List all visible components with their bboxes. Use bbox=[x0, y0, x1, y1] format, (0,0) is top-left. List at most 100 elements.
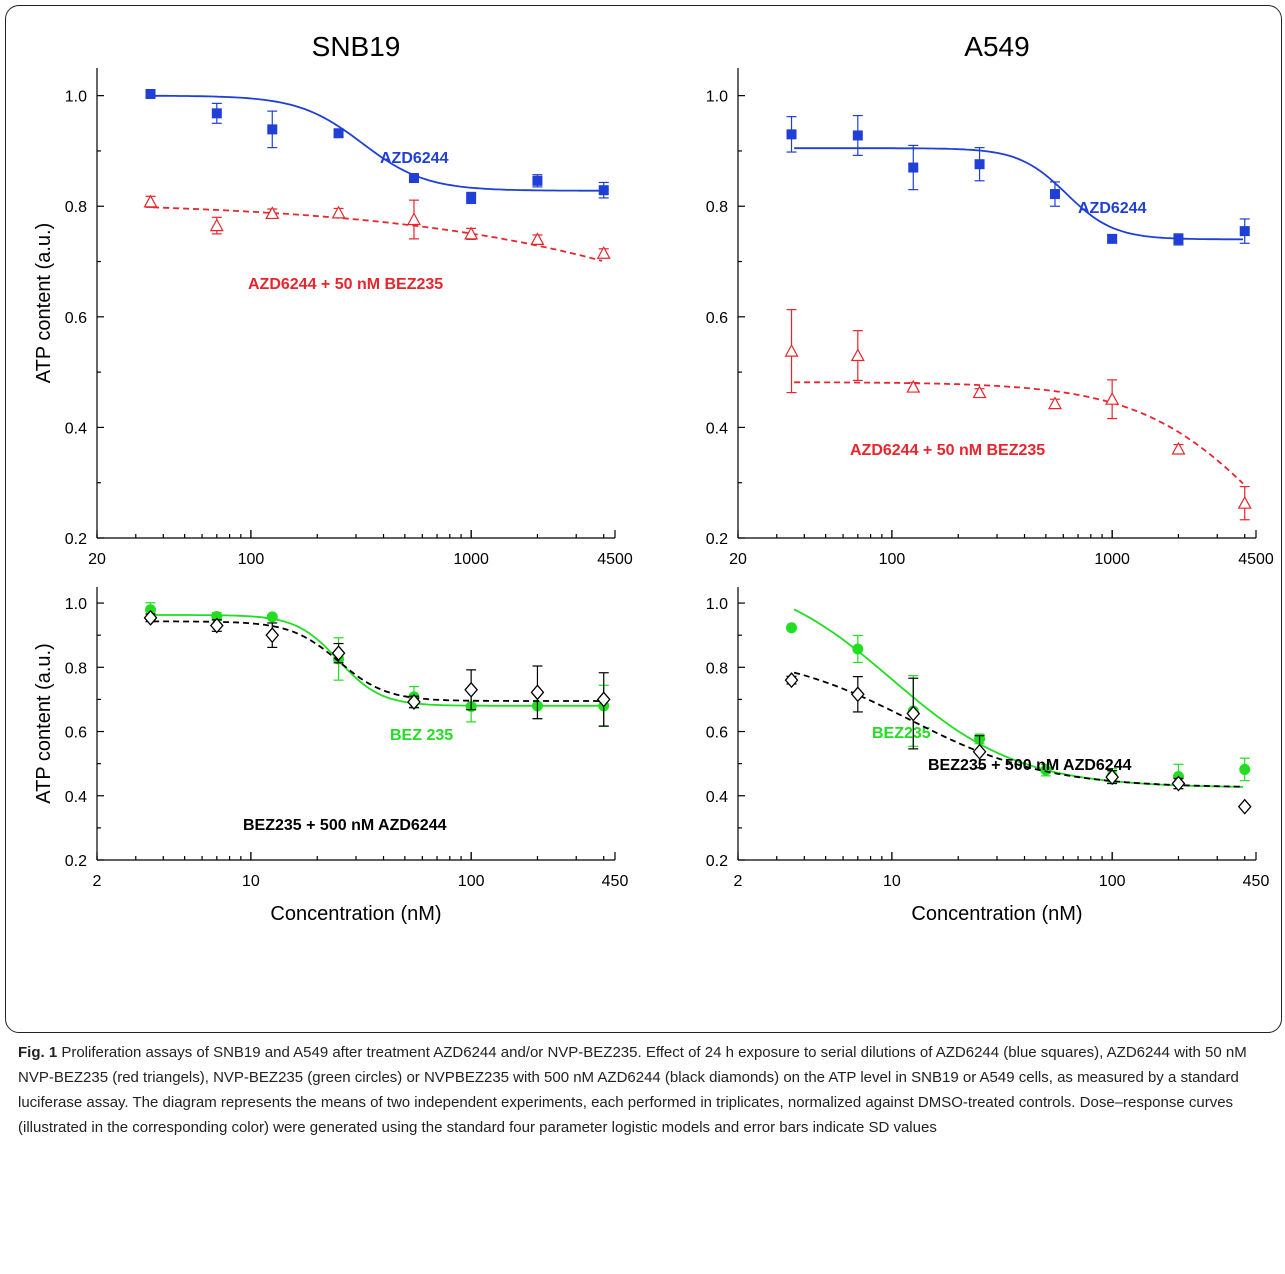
x-tick-label: 20 bbox=[88, 551, 106, 568]
y-tick-label: 0.4 bbox=[706, 789, 728, 806]
data-point bbox=[1173, 234, 1184, 245]
data-point bbox=[464, 226, 479, 240]
fit-curve bbox=[794, 147, 1244, 241]
data-point bbox=[143, 194, 158, 208]
x-tick-label: 1000 bbox=[1094, 551, 1130, 568]
y-tick-label: 0.4 bbox=[706, 420, 728, 437]
x-tick-label: 4500 bbox=[597, 551, 633, 568]
data-point bbox=[464, 681, 479, 698]
data-point bbox=[852, 130, 863, 141]
data-point bbox=[850, 686, 865, 703]
y-axis-title: ATP content (a.u.) bbox=[33, 223, 55, 383]
data-point bbox=[145, 604, 157, 616]
data-point bbox=[598, 185, 609, 196]
data-point bbox=[784, 672, 799, 689]
y-tick-label: 0.4 bbox=[65, 789, 87, 806]
y-tick-label: 0.6 bbox=[65, 310, 87, 327]
y-tick-label: 0.2 bbox=[706, 853, 728, 870]
data-point bbox=[1239, 763, 1251, 775]
figure-caption: Fig. 1 Proliferation assays of SNB19 and… bbox=[18, 1040, 1268, 1140]
series-label: AZD6244 + 50 nM BEZ235 bbox=[248, 276, 443, 293]
data-point bbox=[406, 212, 421, 226]
chart-panel-3: 0.2 0.4 0.6 0.8 1.0 2 10 100 450 ATP content (a.u… bbox=[33, 587, 628, 925]
fit-curve bbox=[153, 94, 602, 192]
data-point bbox=[1237, 495, 1252, 509]
data-point bbox=[972, 743, 987, 760]
y-tick-label: 1.0 bbox=[65, 89, 87, 106]
figure-canvas: SNB19 0.2 0.4 0.6 0.8 1.0 20 100 1000 4500 ATP con… bbox=[33, 31, 1274, 925]
data-point bbox=[331, 645, 346, 662]
y-tick-label: 0.6 bbox=[706, 310, 728, 327]
data-point bbox=[1237, 798, 1252, 815]
y-tick-label: 0.4 bbox=[65, 420, 87, 437]
fit-curve bbox=[794, 381, 1244, 485]
data-point bbox=[530, 232, 545, 246]
data-point bbox=[265, 627, 280, 644]
y-tick-label: 0.8 bbox=[65, 660, 87, 677]
y-tick-label: 0.8 bbox=[706, 660, 728, 677]
chart-panel-2: A549 0.2 0.4 0.6 0.8 1.0 20 100 1000 4500 AZD6244 A… bbox=[706, 31, 1274, 568]
y-tick-label: 1.0 bbox=[65, 596, 87, 613]
series-1: AZD6244 bbox=[786, 114, 1250, 246]
y-tick-label: 0.6 bbox=[65, 725, 87, 742]
chart-panel-4: 0.2 0.4 0.6 0.8 1.0 2 10 100 450 Concentration (n… bbox=[706, 587, 1270, 925]
data-point bbox=[407, 693, 421, 710]
data-point bbox=[1107, 233, 1118, 244]
data-point bbox=[1239, 226, 1250, 237]
data-point bbox=[908, 162, 919, 173]
data-point bbox=[1105, 769, 1120, 786]
x-tick-label: 100 bbox=[1099, 873, 1126, 890]
data-point bbox=[1105, 391, 1120, 405]
data-point bbox=[1171, 775, 1186, 792]
data-point bbox=[852, 643, 864, 655]
fit-curve bbox=[153, 206, 603, 262]
x-tick-label: 450 bbox=[1243, 873, 1270, 890]
y-tick-label: 0.8 bbox=[65, 199, 87, 216]
series-label: BEZ235 + 500 nM AZD6244 bbox=[243, 817, 447, 834]
y-tick-label: 0.2 bbox=[65, 531, 87, 548]
x-tick-label: 2 bbox=[93, 873, 102, 890]
caption-label: Fig. 1 bbox=[18, 1044, 58, 1061]
data-point bbox=[596, 691, 611, 708]
x-tick-label: 20 bbox=[729, 551, 747, 568]
series-label: AZD6244 bbox=[1078, 200, 1147, 217]
data-point bbox=[532, 175, 543, 186]
series-1: AZD6244 bbox=[145, 88, 609, 205]
data-point bbox=[596, 245, 611, 259]
x-tick-label: 10 bbox=[242, 873, 260, 890]
series-label: AZD6244 + 50 nM BEZ235 bbox=[850, 442, 1045, 459]
data-point bbox=[209, 218, 224, 232]
data-point bbox=[530, 684, 545, 701]
data-point bbox=[408, 173, 419, 184]
data-point bbox=[211, 108, 222, 119]
x-tick-label: 4500 bbox=[1238, 551, 1274, 568]
data-point bbox=[1049, 189, 1060, 200]
data-point bbox=[850, 348, 865, 362]
data-point bbox=[145, 88, 156, 99]
x-tick-label: 100 bbox=[879, 551, 906, 568]
series-2: BEZ235 + 500 nM AZD6244 bbox=[784, 671, 1252, 815]
data-point bbox=[906, 705, 921, 722]
y-tick-label: 1.0 bbox=[706, 596, 728, 613]
x-axis-title: Concentration (nM) bbox=[911, 903, 1082, 925]
data-point bbox=[1047, 396, 1062, 410]
fit-curve bbox=[793, 671, 1244, 788]
y-tick-label: 0.6 bbox=[706, 725, 728, 742]
data-point bbox=[786, 129, 797, 140]
data-point bbox=[974, 159, 985, 170]
x-tick-label: 10 bbox=[883, 873, 901, 890]
series-label: BEZ235 bbox=[872, 725, 931, 742]
x-tick-label: 450 bbox=[602, 873, 629, 890]
panel-title: SNB19 bbox=[312, 31, 401, 62]
series-2: BEZ235 + 500 nM AZD6244 bbox=[143, 609, 611, 834]
y-tick-label: 0.2 bbox=[706, 531, 728, 548]
data-point bbox=[786, 622, 798, 634]
series-label: AZD6244 bbox=[380, 150, 449, 167]
panel-title: A549 bbox=[964, 31, 1029, 62]
data-point bbox=[784, 343, 799, 357]
y-tick-label: 0.2 bbox=[65, 853, 87, 870]
data-point bbox=[1171, 441, 1186, 455]
data-point bbox=[265, 206, 280, 220]
series-label: BEZ235 + 500 nM AZD6244 bbox=[928, 757, 1132, 774]
fit-curve bbox=[153, 620, 602, 702]
